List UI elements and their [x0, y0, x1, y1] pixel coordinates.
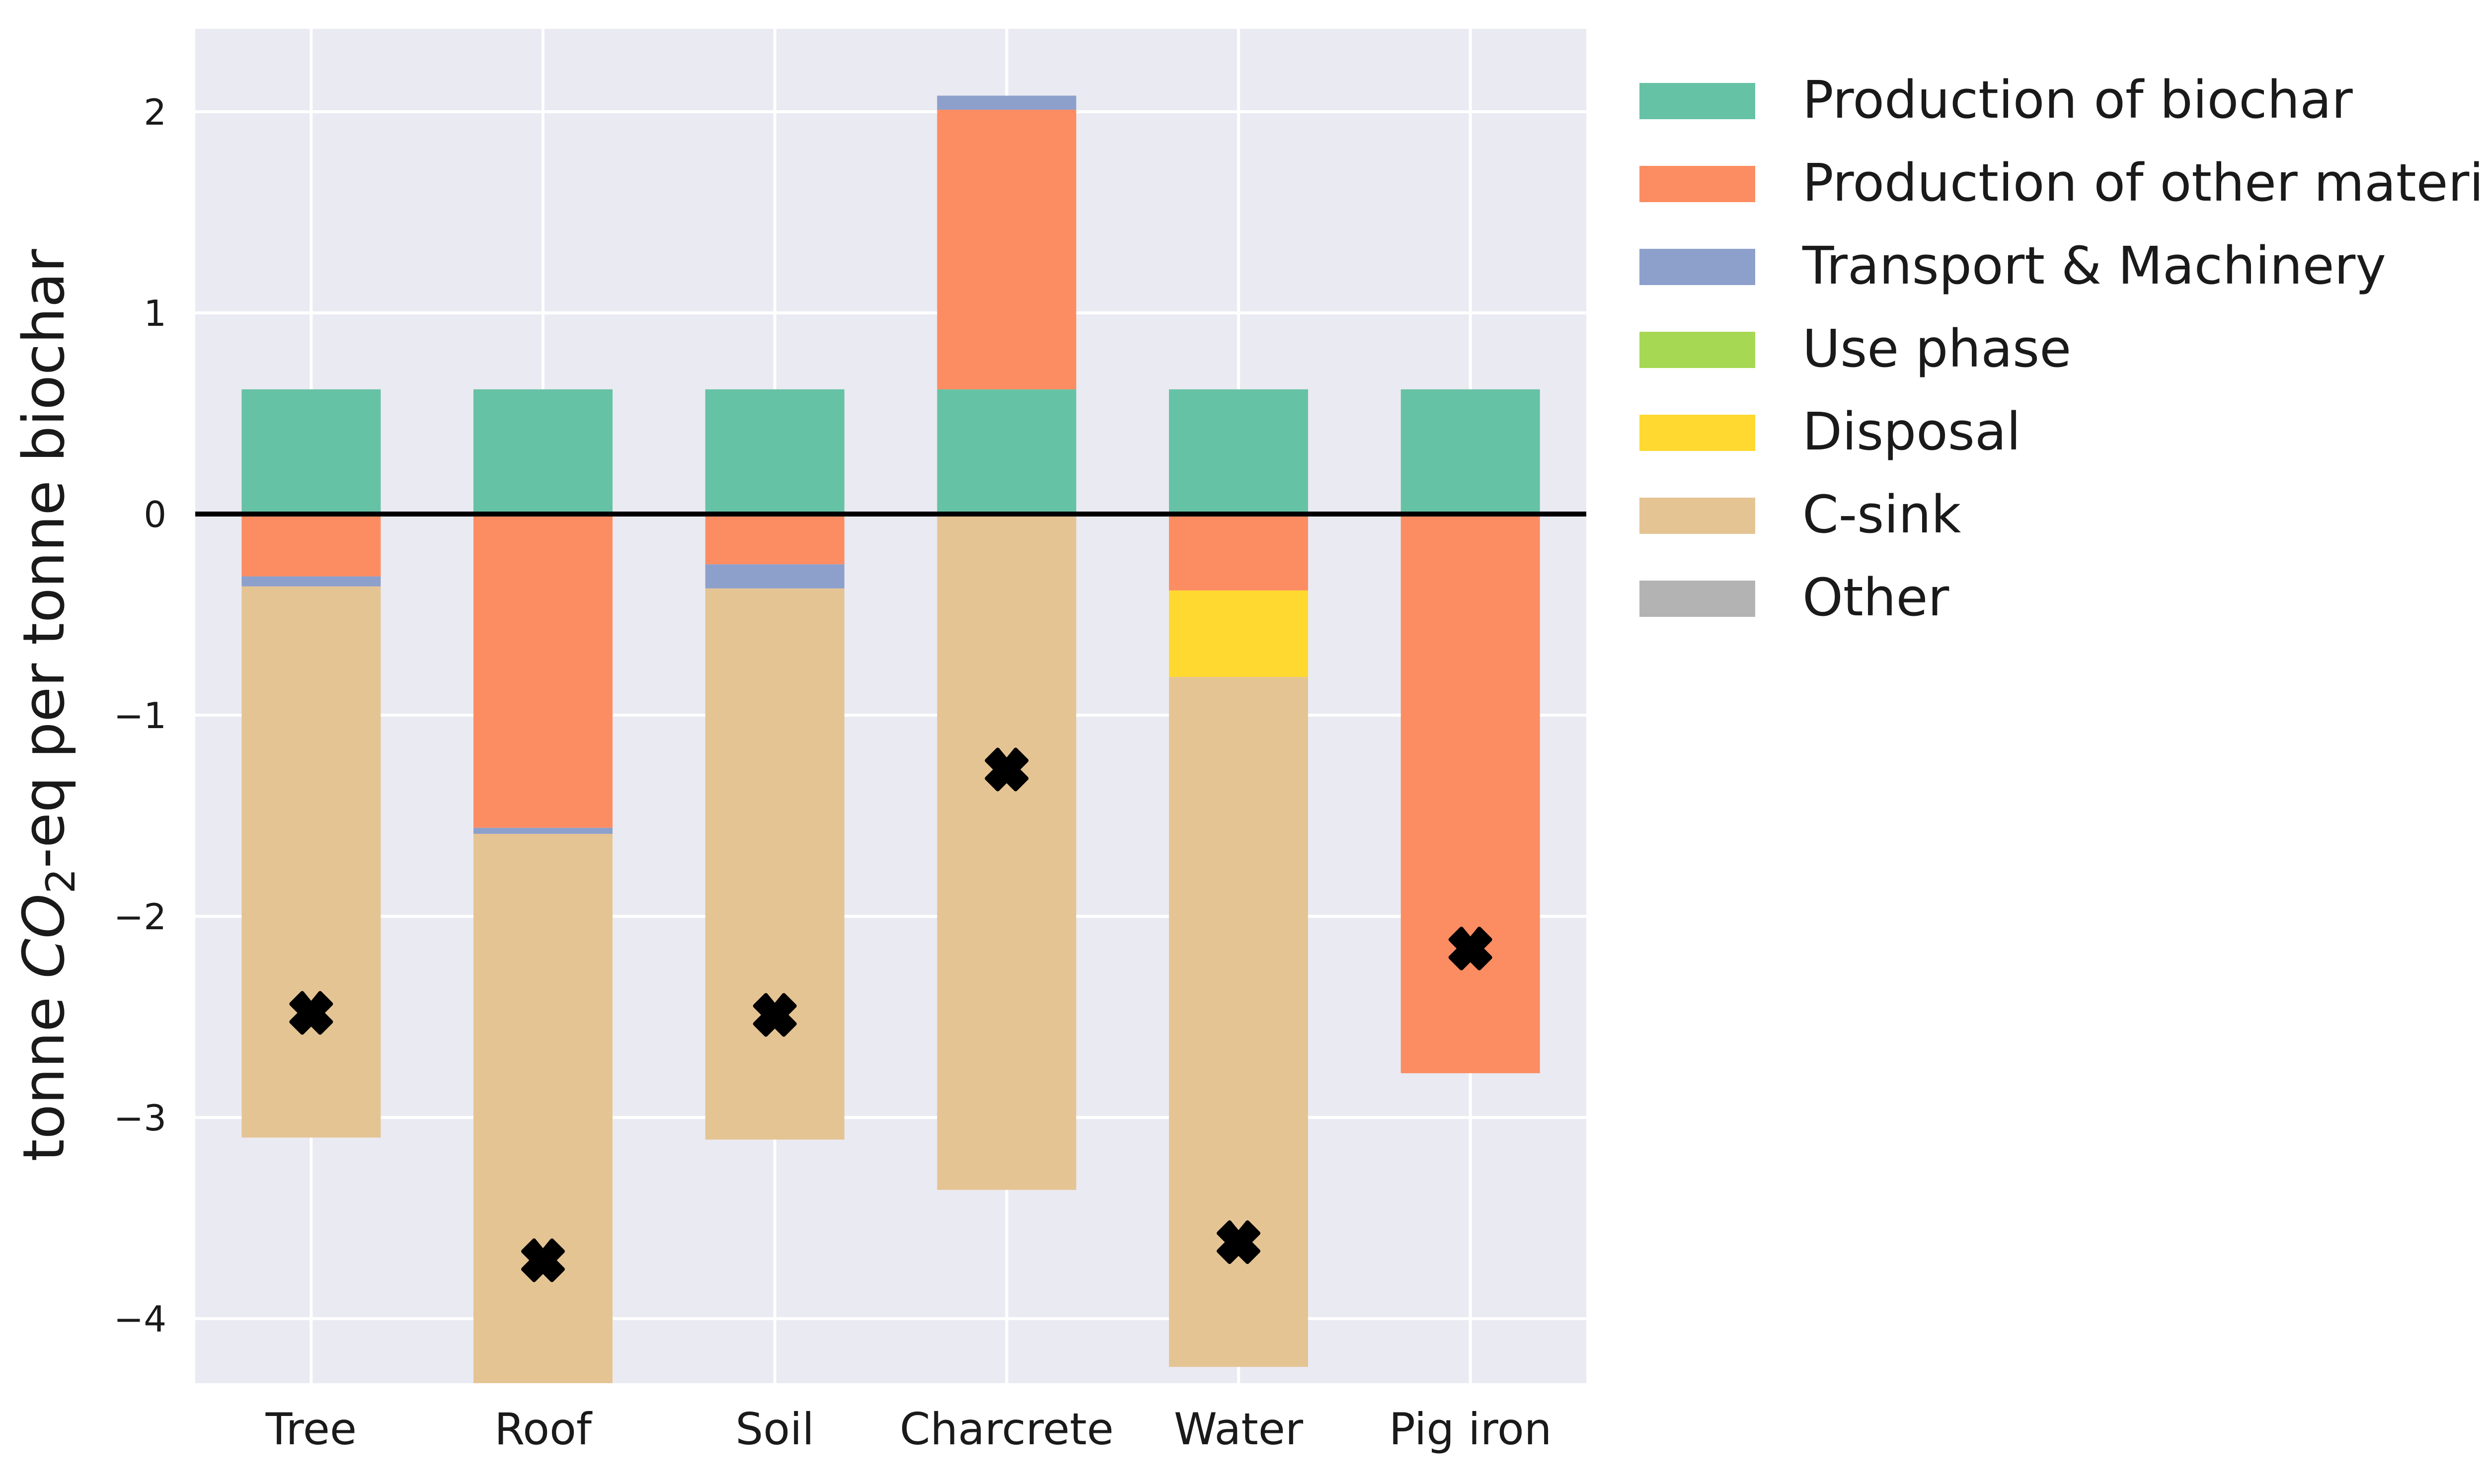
y-tick-label: −2	[114, 896, 166, 938]
x-tick-label: Pig iron	[1389, 1404, 1552, 1455]
y-tick-labels: 2 1 0 −1 −2 −3 −4	[114, 91, 166, 1340]
bars	[241, 95, 1540, 1383]
bar-segment	[1169, 514, 1308, 591]
bar-segment	[937, 389, 1077, 514]
bar-segment	[705, 514, 845, 565]
net-total-marker	[521, 1238, 565, 1282]
bar-segment	[1400, 514, 1540, 1073]
y-tick-label: −4	[114, 1298, 166, 1340]
net-total-marker	[985, 747, 1029, 792]
y-tick-label: −1	[114, 695, 166, 737]
legend-label: Transport & Machinery	[1802, 235, 2386, 296]
bar-segment	[473, 833, 613, 1383]
y-axis-label-pre: tonne	[11, 978, 78, 1162]
bar-segment	[1169, 590, 1308, 677]
x-tick-label: Charcrete	[900, 1404, 1114, 1455]
bar-segment	[1400, 389, 1540, 514]
bar-segment	[705, 588, 845, 1140]
legend-label: Use phase	[1802, 318, 2071, 379]
legend-label: Disposal	[1802, 401, 2021, 462]
net-total-marker	[289, 991, 333, 1035]
bar-segment	[1169, 389, 1308, 514]
legend-swatch	[1639, 83, 1755, 119]
net-total-marker	[1448, 926, 1492, 970]
y-axis-label-sub: 2	[38, 868, 84, 893]
bar-segment	[473, 389, 613, 514]
y-tick-label: 1	[144, 293, 166, 334]
y-axis-label-var: CO	[11, 893, 78, 978]
legend-label: Production of other materials	[1802, 152, 2484, 213]
legend-label: Other	[1802, 567, 1949, 628]
y-axis-label-post: -eq per tonne biochar	[11, 249, 78, 869]
bar-segment	[241, 586, 381, 1138]
y-axis-label: tonne CO2-eq per tonne biochar	[11, 249, 84, 1162]
x-tick-labels: Tree Roof Soil Charcrete Water Pig iron	[265, 1404, 1552, 1455]
legend-swatch	[1639, 415, 1755, 451]
bar-segment	[705, 564, 845, 589]
bar-segment	[473, 827, 613, 834]
legend: Production of biochar Production of other…	[1639, 70, 2484, 628]
legend-swatch	[1639, 249, 1755, 285]
y-tick-label: 0	[144, 494, 166, 535]
bar-segment	[241, 576, 381, 587]
legend-label: C-sink	[1802, 484, 1961, 545]
x-tick-label: Roof	[494, 1404, 593, 1455]
x-tick-label: Water	[1174, 1404, 1304, 1455]
x-tick-label: Tree	[265, 1404, 357, 1455]
bar-segment	[705, 389, 845, 514]
bar-segment	[1169, 677, 1308, 1367]
legend-swatch	[1639, 581, 1755, 617]
net-total-marker	[1217, 1220, 1260, 1264]
bar-segment	[937, 514, 1077, 1190]
legend-swatch	[1639, 332, 1755, 368]
x-tick-label: Soil	[735, 1404, 814, 1455]
legend-swatch	[1639, 498, 1755, 534]
y-tick-label: −3	[114, 1097, 166, 1139]
plot-background	[195, 29, 1586, 1383]
bar-segment	[473, 514, 613, 828]
net-total-marker	[753, 993, 797, 1037]
bar-segment	[241, 389, 381, 514]
legend-swatch	[1639, 166, 1755, 202]
bar-segment	[241, 514, 381, 577]
bar-segment	[937, 95, 1077, 110]
legend-label: Production of biochar	[1802, 70, 2353, 130]
y-tick-label: 2	[144, 91, 166, 133]
bar-segment	[937, 109, 1077, 389]
net-markers	[289, 747, 1492, 1282]
